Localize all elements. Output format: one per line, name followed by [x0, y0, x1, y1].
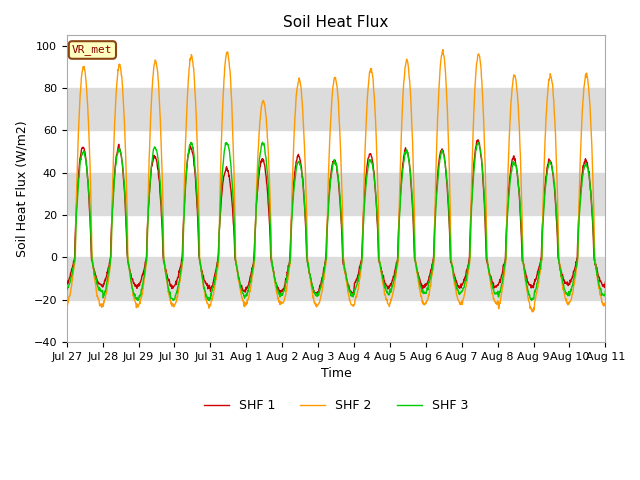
- SHF 3: [182, 169, 190, 175]
- SHF 3: [63, 287, 70, 293]
- SHF 1: [602, 280, 609, 286]
- SHF 3: [243, 289, 251, 295]
- SHF 3: [491, 291, 499, 297]
- SHF 2: [529, 309, 536, 314]
- SHF 3: [205, 298, 213, 303]
- SHF 1: [314, 293, 321, 299]
- Legend: SHF 1, SHF 2, SHF 3: SHF 1, SHF 2, SHF 3: [199, 394, 473, 417]
- SHF 3: [170, 296, 177, 302]
- SHF 1: [420, 285, 428, 290]
- SHF 1: [63, 280, 70, 286]
- SHF 3: [538, 242, 546, 248]
- X-axis label: Time: Time: [321, 367, 351, 380]
- SHF 1: [474, 137, 482, 143]
- Bar: [67, 173, 605, 215]
- SHF 2: [439, 47, 447, 52]
- SHF 1: [182, 167, 190, 173]
- Title: Soil Heat Flux: Soil Heat Flux: [284, 15, 388, 30]
- SHF 1: [538, 230, 546, 236]
- SHF 3: [602, 288, 609, 294]
- SHF 2: [602, 300, 609, 306]
- SHF 2: [182, 114, 190, 120]
- SHF 2: [63, 303, 70, 309]
- SHF 2: [420, 300, 428, 305]
- SHF 3: [259, 139, 266, 145]
- Y-axis label: Soil Heat Flux (W/m2): Soil Heat Flux (W/m2): [15, 120, 28, 257]
- Text: VR_met: VR_met: [72, 45, 113, 55]
- SHF 2: [170, 303, 177, 309]
- Bar: [67, 88, 605, 131]
- SHF 2: [538, 255, 546, 261]
- Line: SHF 2: SHF 2: [67, 49, 605, 312]
- Line: SHF 1: SHF 1: [67, 140, 605, 296]
- Bar: [67, 257, 605, 300]
- Line: SHF 3: SHF 3: [67, 142, 605, 300]
- SHF 2: [243, 299, 251, 304]
- SHF 2: [490, 298, 498, 303]
- SHF 1: [170, 284, 177, 290]
- SHF 3: [420, 290, 428, 296]
- SHF 1: [243, 285, 251, 290]
- SHF 1: [491, 284, 499, 290]
